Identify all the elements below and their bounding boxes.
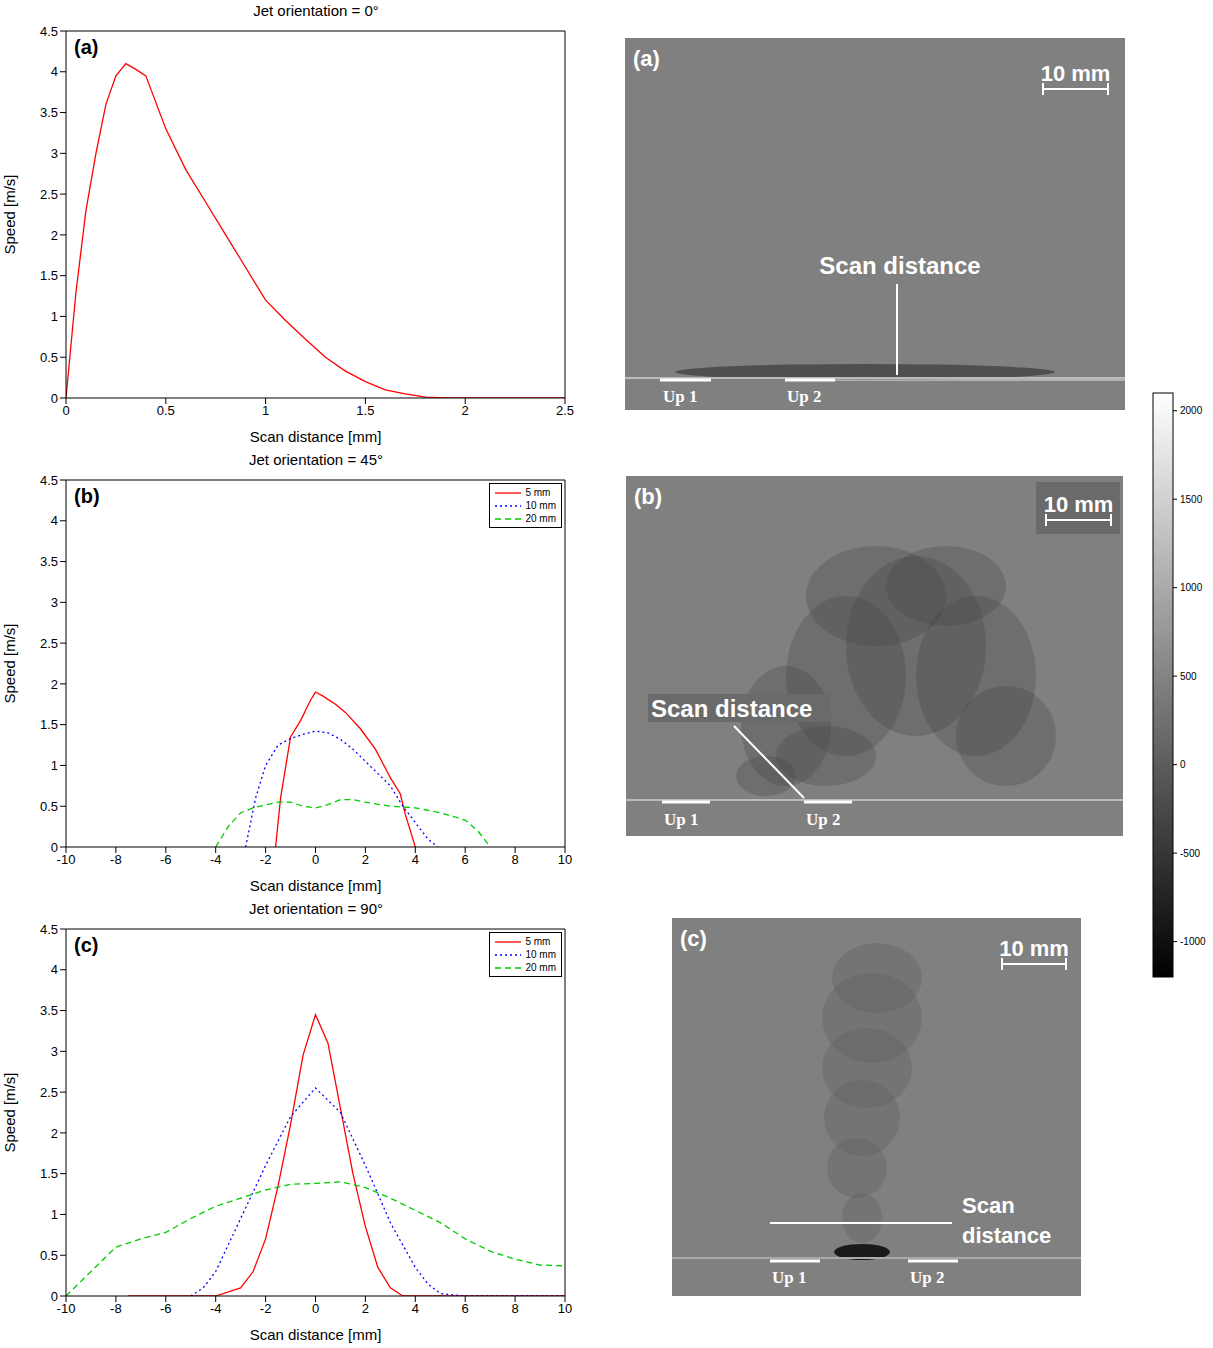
- html-text:Jet orientation = 45°: Jet orientation = 45°: [249, 451, 383, 468]
- html-text:5 mm: 5 mm: [525, 487, 551, 498]
- svg-text:Scan distance: Scan distance: [651, 695, 812, 722]
- svg-text:-500: -500: [1180, 848, 1200, 859]
- svg-text:4: 4: [51, 513, 58, 528]
- svg-text:-6: -6: [160, 852, 172, 867]
- svg-text:0.5: 0.5: [40, 1248, 58, 1263]
- svg-text:4.5: 4.5: [40, 922, 58, 937]
- svg-text:3.5: 3.5: [40, 1003, 58, 1018]
- svg-text:1: 1: [51, 758, 58, 773]
- svg-text:1: 1: [51, 309, 58, 324]
- svg-text:2: 2: [51, 1126, 58, 1141]
- svg-text:10: 10: [558, 1301, 572, 1316]
- svg-text:3.5: 3.5: [40, 105, 58, 120]
- svg-text:2: 2: [362, 1301, 369, 1316]
- html-text:Jet orientation = 0°: Jet orientation = 0°: [253, 2, 379, 19]
- svg-text:-6: -6: [160, 1301, 172, 1316]
- svg-text:-10: -10: [57, 1301, 76, 1316]
- svg-text:Speed [m/s]: Speed [m/s]: [1, 174, 18, 254]
- svg-text:2.5: 2.5: [40, 187, 58, 202]
- html-text:5 mm: 5 mm: [525, 936, 551, 947]
- svg-text:8: 8: [511, 1301, 518, 1316]
- html-text:Jet orientation = 90°: Jet orientation = 90°: [249, 900, 383, 917]
- svg-text:-4: -4: [210, 852, 222, 867]
- svg-text:1: 1: [262, 403, 269, 418]
- svg-text:1.5: 1.5: [356, 403, 374, 418]
- svg-text:0: 0: [51, 1289, 58, 1304]
- svg-text:1500: 1500: [1180, 494, 1203, 505]
- svg-text:10 mm: 10 mm: [999, 936, 1069, 961]
- svg-text:2: 2: [462, 403, 469, 418]
- svg-text:3.5: 3.5: [40, 554, 58, 569]
- svg-text:(a): (a): [633, 46, 660, 71]
- svg-text:-4: -4: [210, 1301, 222, 1316]
- svg-text:2.5: 2.5: [556, 403, 574, 418]
- svg-text:10 mm: 10 mm: [1044, 492, 1114, 517]
- svg-text:3: 3: [51, 146, 58, 161]
- svg-text:0: 0: [312, 1301, 319, 1316]
- html-text:10 mm: 10 mm: [525, 500, 556, 511]
- svg-text:0: 0: [51, 391, 58, 406]
- svg-text:-10: -10: [57, 852, 76, 867]
- svg-text:Speed [m/s]: Speed [m/s]: [1, 623, 18, 703]
- svg-text:1: 1: [51, 1207, 58, 1222]
- svg-text:4: 4: [51, 64, 58, 79]
- svg-text:2: 2: [51, 677, 58, 692]
- svg-text:Scan distance [mm]: Scan distance [mm]: [250, 428, 382, 445]
- html-text:(b): (b): [74, 485, 100, 507]
- svg-text:Scan distance: Scan distance: [819, 252, 980, 279]
- html-text:20 mm: 20 mm: [525, 513, 556, 524]
- svg-text:Up 2: Up 2: [787, 387, 821, 406]
- svg-text:Up 2: Up 2: [910, 1268, 944, 1287]
- svg-text:4.5: 4.5: [40, 24, 58, 39]
- svg-text:2000: 2000: [1180, 405, 1203, 416]
- html-text:10 mm: 10 mm: [525, 949, 556, 960]
- svg-text:-1000: -1000: [1180, 936, 1206, 947]
- svg-text:(b): (b): [634, 484, 662, 509]
- svg-text:-2: -2: [260, 852, 272, 867]
- svg-text:1.5: 1.5: [40, 717, 58, 732]
- svg-text:4.5: 4.5: [40, 473, 58, 488]
- svg-text:(c): (c): [680, 926, 707, 951]
- svg-text:Up 2: Up 2: [806, 810, 840, 829]
- svg-text:4: 4: [412, 1301, 419, 1316]
- svg-text:0: 0: [1180, 759, 1186, 770]
- svg-text:6: 6: [462, 1301, 469, 1316]
- svg-text:0.5: 0.5: [40, 350, 58, 365]
- svg-text:Scan distance [mm]: Scan distance [mm]: [250, 877, 382, 894]
- svg-text:6: 6: [462, 852, 469, 867]
- svg-text:0.5: 0.5: [157, 403, 175, 418]
- html-text:(c): (c): [74, 934, 99, 956]
- svg-text:Scandistance: Scandistance: [962, 1193, 1051, 1248]
- svg-text:0.5: 0.5: [40, 799, 58, 814]
- svg-text:3: 3: [51, 1044, 58, 1059]
- svg-text:3: 3: [51, 595, 58, 610]
- svg-text:Up 1: Up 1: [772, 1268, 806, 1287]
- svg-text:1.5: 1.5: [40, 268, 58, 283]
- svg-text:4: 4: [51, 962, 58, 977]
- svg-text:Scan distance [mm]: Scan distance [mm]: [250, 1326, 382, 1343]
- html-text:(a): (a): [74, 36, 99, 58]
- svg-text:2: 2: [51, 228, 58, 243]
- html-text:20 mm: 20 mm: [525, 962, 556, 973]
- svg-text:1000: 1000: [1180, 582, 1203, 593]
- svg-text:Up 1: Up 1: [664, 810, 698, 829]
- svg-text:4: 4: [412, 852, 419, 867]
- svg-text:10: 10: [558, 852, 572, 867]
- svg-text:2.5: 2.5: [40, 1085, 58, 1100]
- svg-text:-8: -8: [110, 1301, 122, 1316]
- svg-text:1.5: 1.5: [40, 1166, 58, 1181]
- svg-text:8: 8: [511, 852, 518, 867]
- svg-text:0: 0: [62, 403, 69, 418]
- svg-text:500: 500: [1180, 671, 1197, 682]
- svg-text:Speed [m/s]: Speed [m/s]: [1, 1072, 18, 1152]
- svg-text:2: 2: [362, 852, 369, 867]
- svg-text:10 mm: 10 mm: [1041, 61, 1111, 86]
- svg-text:Up 1: Up 1: [663, 387, 697, 406]
- svg-text:2.5: 2.5: [40, 636, 58, 651]
- svg-text:0: 0: [51, 840, 58, 855]
- svg-text:0: 0: [312, 852, 319, 867]
- svg-text:-2: -2: [260, 1301, 272, 1316]
- svg-text:-8: -8: [110, 852, 122, 867]
